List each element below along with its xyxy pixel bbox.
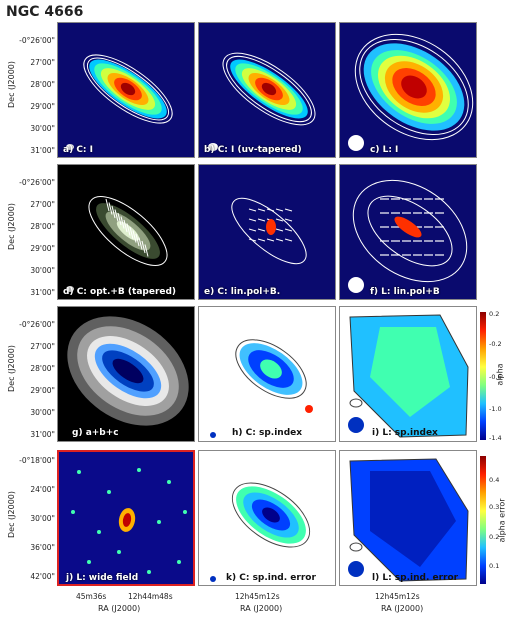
xlabel-col3: RA (J2000)	[381, 604, 424, 613]
xlabel-col1: RA (J2000)	[98, 604, 141, 613]
ytick-row1-1: 27'00"	[30, 58, 55, 67]
cb-err-t2: 0.2	[489, 533, 500, 541]
pd-image	[58, 165, 194, 299]
ytick-row1-0: -0°26'00"	[19, 36, 55, 45]
colorbar-error	[480, 456, 486, 584]
panel-a	[57, 22, 195, 158]
ytick-row3-5: 31'00"	[30, 430, 55, 439]
cb-err-t0: 0.4	[489, 476, 500, 484]
cb-err-label: alpha error	[497, 498, 507, 543]
ytick-row2-3: 29'00"	[30, 244, 55, 253]
label-k: k) C: sp.ind. error	[226, 573, 316, 583]
pk-image	[199, 451, 335, 585]
pg-image	[58, 307, 194, 441]
panel-f	[339, 164, 477, 300]
ytick-row3-2: 28'00"	[30, 364, 55, 373]
cb-alpha-t0: 0.2	[489, 310, 500, 318]
panel-g	[57, 306, 195, 442]
ytick-row2-2: 28'00"	[30, 222, 55, 231]
panel-c	[339, 22, 477, 158]
label-d: d) C: opt.+B (tapered)	[63, 287, 177, 297]
pf-image	[340, 165, 476, 299]
ytick-row3-1: 27'00"	[30, 342, 55, 351]
colorbar-alpha	[480, 312, 486, 440]
ytick-row4-3: 36'00"	[30, 543, 55, 552]
xlabel-col2: RA (J2000)	[240, 604, 283, 613]
label-a: a) C: I	[63, 145, 94, 155]
label-e: e) C: lin.pol+B.	[204, 287, 281, 297]
cb-err-t1: 0.3	[489, 503, 500, 511]
xtick-col3: 12h45m12s	[375, 592, 420, 601]
panel-h	[198, 306, 336, 442]
pa-image	[58, 23, 194, 157]
pe-image	[199, 165, 335, 299]
label-h: h) C: sp.index	[232, 428, 303, 438]
panel-k	[198, 450, 336, 586]
ytick-row4-0: -0°18'00"	[19, 456, 55, 465]
panel-i	[339, 306, 477, 442]
xtick-col2: 12h45m12s	[235, 592, 280, 601]
panel-j	[57, 450, 195, 586]
panel-b	[198, 22, 336, 158]
panel-l	[339, 450, 477, 586]
label-c: c) L: I	[370, 145, 399, 155]
ylabel-row3: Dec (J2000)	[6, 345, 16, 392]
cb-alpha-t3: -1.0	[489, 405, 502, 413]
label-j: j) L: wide field	[66, 573, 139, 583]
panel-d	[57, 164, 195, 300]
ytick-row2-1: 27'00"	[30, 200, 55, 209]
ytick-row1-4: 30'00"	[30, 124, 55, 133]
ytick-row1-3: 29'00"	[30, 102, 55, 111]
cb-err-t3: 0.1	[489, 562, 500, 570]
ytick-row3-4: 30'00"	[30, 408, 55, 417]
ytick-row1-2: 28'00"	[30, 80, 55, 89]
ytick-row1-5: 31'00"	[30, 146, 55, 155]
label-g: g) a+b+c	[72, 428, 119, 438]
ytick-row3-0: -0°26'00"	[19, 320, 55, 329]
label-b: b) C: I (uv-tapered)	[204, 145, 302, 155]
ph-image	[199, 307, 335, 441]
pb-image	[199, 23, 335, 157]
pj-image	[59, 452, 193, 584]
label-f: f) L: lin.pol+B	[370, 287, 440, 297]
ylabel-row2: Dec (J2000)	[6, 203, 16, 250]
ytick-row2-5: 31'00"	[30, 288, 55, 297]
ytick-row4-4: 42'00"	[30, 572, 55, 581]
label-l: l) L: sp.ind. error	[372, 573, 459, 583]
label-i: i) L: sp.index	[372, 428, 438, 438]
cb-alpha-t2: -0.6	[489, 373, 502, 381]
xtick-col1-b: 12h44m48s	[128, 592, 173, 601]
ylabel-row4: Dec (J2000)	[6, 491, 16, 538]
panel-e	[198, 164, 336, 300]
xtick-col1-a: 45m36s	[76, 592, 107, 601]
figure-title: NGC 4666	[6, 4, 84, 20]
pc-image	[340, 23, 476, 157]
pl-image	[340, 451, 476, 585]
ytick-row4-1: 24'00"	[30, 485, 55, 494]
ytick-row2-0: -0°26'00"	[19, 178, 55, 187]
ylabel-row1: Dec (J2000)	[6, 61, 16, 108]
ytick-row3-3: 29'00"	[30, 386, 55, 395]
cb-alpha-t1: -0.2	[489, 340, 502, 348]
pi-image	[340, 307, 476, 441]
cb-alpha-label: alpha	[495, 363, 505, 386]
cb-alpha-t4: -1.4	[489, 434, 502, 442]
ytick-row4-2: 30'00"	[30, 514, 55, 523]
ytick-row2-4: 30'00"	[30, 266, 55, 275]
